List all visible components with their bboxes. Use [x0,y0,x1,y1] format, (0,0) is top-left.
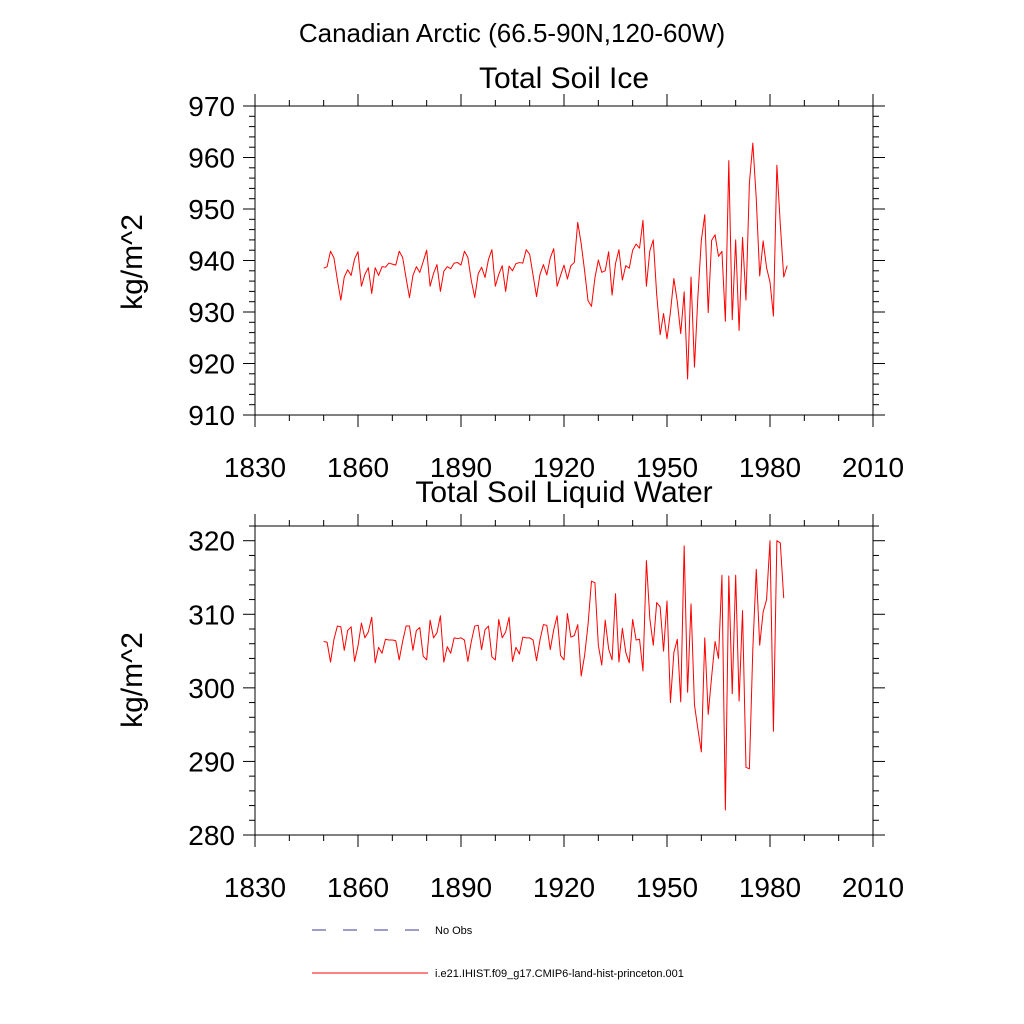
y-tick-label: 300 [188,673,235,704]
x-tick-label: 1950 [636,872,698,903]
x-tick-label: 1860 [327,452,389,483]
axes [243,514,885,847]
plot-frame [254,105,874,416]
axes [243,94,885,427]
y-tick-label: 290 [188,746,235,777]
x-tick-label: 1830 [224,872,286,903]
series-lines [323,540,785,811]
legend-no-obs-label: No Obs [435,925,473,937]
panel-total-soil-liquid-water: Total Soil Liquid Water kg/m^2 280 290 300… [116,476,904,903]
plot-frame [254,525,874,836]
figure-title: Canadian Arctic (66.5-90N,120-60W) [299,18,725,48]
panel-total-soil-ice: Total Soil Ice kg/m^2 910 920 930 940 950 960… [116,62,904,483]
y-axis-label: kg/m^2 [116,632,149,728]
y-tick-labels: 910 920 930 940 950 960 970 [188,91,235,431]
y-tick-label: 910 [188,400,235,431]
x-tick-label: 1890 [430,452,492,483]
x-tick-labels: 1830 1860 1890 1920 1950 1980 2010 [224,452,904,483]
x-tick-label: 1950 [636,452,698,483]
series-lines [323,142,788,380]
series-line [323,540,785,811]
y-tick-labels: 280 290 300 310 320 [188,526,235,851]
x-tick-label: 1860 [327,872,389,903]
x-tick-label: 2010 [842,452,904,483]
y-tick-label: 280 [188,820,235,851]
y-tick-label: 920 [188,349,235,380]
y-tick-label: 960 [188,143,235,174]
x-tick-label: 1980 [739,452,801,483]
x-tick-label: 2010 [842,872,904,903]
x-tick-labels: 1830 1860 1890 1920 1950 1980 2010 [224,872,904,903]
x-tick-label: 1920 [533,872,595,903]
y-tick-label: 940 [188,246,235,277]
legend-model-label: i.e21.IHIST.f09_g17.CMIP6-land-hist-prin… [435,968,684,980]
panel-title: Total Soil Ice [479,62,649,95]
y-tick-label: 320 [188,526,235,557]
y-tick-label: 930 [188,297,235,328]
x-tick-label: 1890 [430,872,492,903]
y-axis-label: kg/m^2 [116,214,149,310]
x-tick-label: 1980 [739,872,801,903]
x-tick-label: 1920 [533,452,595,483]
y-tick-label: 970 [188,91,235,122]
x-tick-label: 1830 [224,452,286,483]
panel-title: Total Soil Liquid Water [415,476,712,509]
y-tick-label: 310 [188,599,235,630]
series-line [323,142,788,380]
y-tick-label: 950 [188,194,235,225]
legend: No Obs i.e21.IHIST.f09_g17.CMIP6-land-hi… [312,925,684,980]
